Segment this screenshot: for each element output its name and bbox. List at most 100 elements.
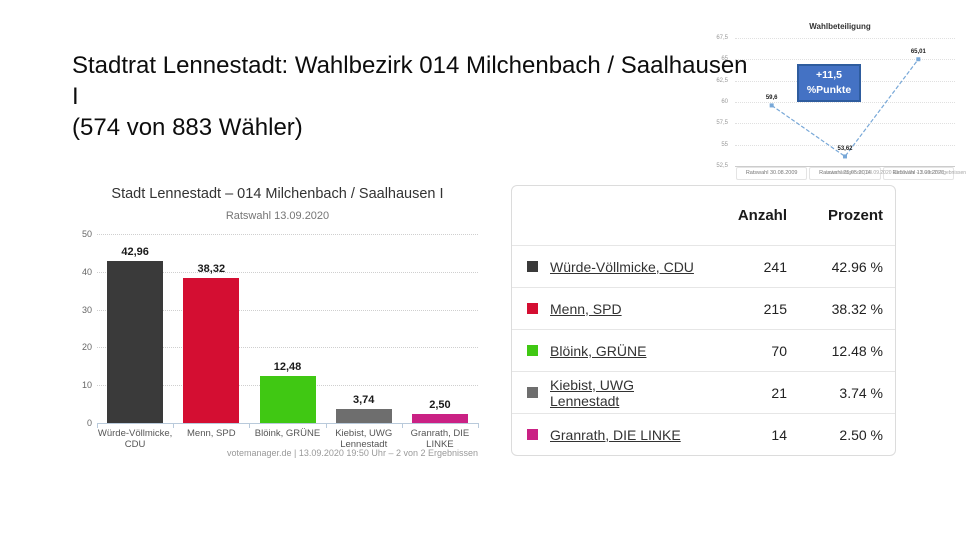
- turnout-point-label: 53,62: [837, 146, 853, 153]
- turnout-ytick: 67,5: [716, 35, 728, 41]
- axis-tick: [173, 423, 175, 428]
- axis-tick: [249, 423, 251, 428]
- prozent-value: 38.32 %: [831, 300, 883, 317]
- bar-chart-plot-area: 42,96 38,32 12,48 3,74 2,50: [97, 234, 479, 428]
- gridline: [97, 309, 478, 311]
- bar-spd: [183, 278, 240, 423]
- party-color-swatch: [527, 303, 538, 314]
- header-prozent: Prozent: [827, 207, 883, 224]
- turnout-point-marker: [843, 154, 847, 159]
- anzahl-value: 14: [771, 426, 787, 443]
- turnout-annotation-box: +11,5 %Punkte: [797, 64, 861, 102]
- x-axis-line: [97, 423, 478, 424]
- turnout-ytick: 55: [721, 141, 728, 148]
- candidate-link[interactable]: Menn, SPD: [550, 300, 622, 317]
- candidate-link[interactable]: Kiebist, UWG Lennestadt: [550, 376, 635, 409]
- header-anzahl: Anzahl: [737, 207, 787, 224]
- table-row: Blöink, GRÜNE 70 12.48 %: [512, 329, 895, 371]
- bar-value-label: 42,96: [121, 245, 149, 258]
- turnout-labels-overlay: 59,6 53,62 65,01: [735, 38, 955, 166]
- gridline: [735, 123, 955, 125]
- gridline: [735, 38, 955, 39]
- bar-xlabel: Würde-Völlmicke, CDU: [97, 428, 173, 450]
- bar-uwg: [335, 408, 392, 423]
- bar-chart-subtitle: Ratswahl 13.09.2020: [225, 210, 330, 222]
- bar-value-label: 2,50: [429, 398, 451, 411]
- bar-ytick: 30: [81, 304, 92, 315]
- page-title-line1: Stadtrat Lennestadt: Wahlbezirk 014 Milc…: [72, 52, 748, 110]
- gridline: [735, 144, 955, 146]
- turnout-annotation-line1: +11,5: [816, 69, 842, 81]
- bar-cdu: [107, 260, 164, 423]
- chart-footer-watermark: votemanager.de | 13.09.2020 19:50 Uhr – …: [226, 448, 478, 458]
- gridline: [97, 347, 478, 349]
- turnout-chart-title: Wahlbeteiligung: [809, 22, 871, 31]
- turnout-watermark: votemanager.de | 13.09.2020 19:50 Uhr – …: [826, 170, 966, 176]
- turnout-chart: Wahlbeteiligung 67,5 65 62,5 60 57,5 55 …: [710, 10, 970, 182]
- gridline: [97, 271, 478, 273]
- table-row: Menn, SPD 215 38.32 %: [512, 287, 895, 329]
- results-table: Anzahl Prozent Würde-Völlmicke, CDU 241 …: [511, 185, 896, 456]
- axis-tick: [478, 423, 479, 428]
- bar-column: 12,48: [249, 234, 325, 423]
- prozent-value: 42.96 %: [831, 258, 883, 275]
- turnout-ytick: 60: [721, 99, 728, 105]
- page-title: Stadtrat Lennestadt: Wahlbezirk 014 Milc…: [72, 50, 752, 143]
- table-row: Granrath, DIE LINKE 14 2.50 %: [512, 413, 895, 455]
- bar-linke: [411, 413, 468, 423]
- candidate-link[interactable]: Blöink, GRÜNE: [550, 342, 647, 359]
- turnout-ytick: 65: [721, 56, 728, 63]
- turnout-xlabel: Ratswahl 30.08.2009: [736, 167, 808, 180]
- party-color-swatch: [527, 261, 538, 272]
- anzahl-value: 70: [771, 342, 787, 359]
- candidate-link[interactable]: Granrath, DIE LINKE: [550, 426, 681, 443]
- bar-column: 2,50: [402, 234, 478, 423]
- prozent-value: 3.74 %: [839, 384, 883, 401]
- bar-column: 38,32: [173, 234, 249, 423]
- bar-chart-title: Stadt Lennestadt – 014 Milchenbach / Saa…: [111, 186, 444, 202]
- bar-ytick: 10: [81, 380, 92, 391]
- turnout-line: [771, 58, 919, 158]
- turnout-point-marker: [916, 57, 921, 62]
- turnout-ytick: 57,5: [716, 120, 728, 127]
- bar-chart-x-axis: Würde-Völlmicke, CDU Menn, SPD Blöink, G…: [97, 428, 478, 450]
- turnout-point-label: 65,01: [910, 49, 926, 56]
- turnout-y-axis: 67,5 65 62,5 60 57,5 55 52,5: [710, 35, 731, 169]
- axis-tick: [97, 423, 98, 428]
- anzahl-value: 21: [771, 384, 787, 401]
- bar-ytick: 0: [86, 418, 92, 428]
- bar-xlabel: Menn, SPD: [187, 428, 236, 439]
- party-color-swatch: [527, 429, 538, 440]
- bar-value-label: 3,74: [353, 393, 375, 406]
- bar-column: 3,74: [326, 234, 402, 423]
- party-color-swatch: [527, 345, 538, 356]
- party-color-swatch: [527, 387, 538, 398]
- gridline: [97, 234, 478, 235]
- turnout-xlabel: Ratswahl 13.09.2020: [882, 167, 954, 180]
- prozent-value: 2.50 %: [839, 426, 883, 443]
- prozent-value: 12.48 %: [831, 342, 883, 359]
- bar-xlabel: Kiebist, UWG Lennestadt: [335, 428, 393, 450]
- bars-container: 42,96 38,32 12,48 3,74 2,50: [97, 234, 478, 423]
- turnout-point-label: 59,6: [765, 95, 778, 102]
- table-row: Würde-Völlmicke, CDU 241 42.96 %: [512, 245, 895, 287]
- turnout-point-marker: [769, 103, 774, 108]
- turnout-annotation-line2: %Punkte: [806, 84, 852, 96]
- table-row: Kiebist, UWG Lennestadt 21 3.74 %: [512, 371, 895, 413]
- turnout-line-svg: [769, 57, 921, 159]
- bar-ytick: 50: [81, 229, 92, 239]
- turnout-x-axis: Ratswahl 30.08.2009 Ratswahl 25.05.2014 …: [735, 167, 955, 180]
- results-bar-chart: Stadt Lennestadt – 014 Milchenbach / Saa…: [75, 186, 480, 476]
- x-axis-line: [735, 166, 955, 167]
- bar-gruene: [259, 375, 316, 423]
- axis-tick: [401, 423, 403, 428]
- table-header-row: Anzahl Prozent: [512, 186, 895, 245]
- turnout-ytick: 52,5: [716, 163, 728, 169]
- candidate-link[interactable]: Würde-Völlmicke, CDU: [550, 258, 694, 275]
- bar-column: 42,96: [97, 234, 173, 423]
- bar-xlabel: Granrath, DIE LINKE: [410, 428, 470, 450]
- axis-tick: [325, 423, 327, 428]
- bar-xlabel: Blöink, GRÜNE: [254, 428, 321, 439]
- bar-ytick: 20: [81, 342, 92, 353]
- bar-ytick: 40: [81, 266, 92, 277]
